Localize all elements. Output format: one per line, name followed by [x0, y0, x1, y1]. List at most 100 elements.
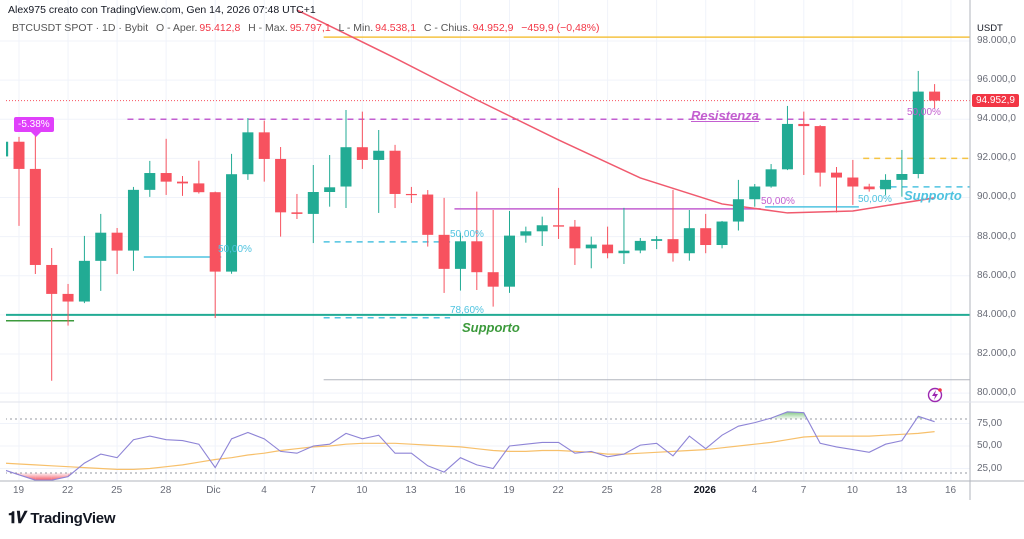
price-tick-label: 80.000,0: [977, 387, 1016, 399]
candle: [258, 120, 270, 182]
candle: [831, 166, 842, 213]
lightning-icon[interactable]: [927, 387, 943, 403]
candle: [144, 160, 156, 197]
candle-body: [324, 187, 336, 193]
time-tick-label: 2026: [693, 485, 716, 496]
candle-body: [749, 186, 761, 200]
candle: [356, 111, 368, 169]
candle: [781, 105, 793, 171]
candle: [78, 235, 90, 304]
candle: [880, 174, 892, 195]
time-tick-label: 22: [552, 485, 564, 496]
candle: [814, 125, 826, 187]
fib-label: 50,00%: [907, 107, 941, 118]
time-tick-label: 4: [261, 485, 267, 496]
candle-body: [307, 192, 319, 214]
candle: [454, 232, 466, 291]
last-price-label: 94.952,9: [972, 94, 1019, 107]
price-tick-label: 86.000,0: [977, 269, 1016, 281]
moving-average: [296, 9, 935, 214]
candle: [307, 165, 319, 244]
candle-body: [912, 91, 924, 175]
tradingview-logo[interactable]: 𝟏𝑽 TradingView: [8, 510, 115, 528]
candle-body: [422, 194, 434, 235]
candle-body: [144, 173, 156, 190]
candle: [291, 193, 303, 219]
candle-body: [127, 189, 139, 251]
rsi-ma-line: [6, 431, 935, 470]
candle: [111, 227, 123, 274]
candle: [340, 110, 352, 209]
candle: [242, 118, 254, 180]
rsi-zone-fill: [787, 411, 804, 419]
time-tick-label: 25: [601, 485, 613, 496]
candle-body: [487, 272, 499, 287]
candle: [504, 210, 515, 293]
logo-text: TradingView: [30, 510, 116, 527]
candle-body: [732, 199, 744, 222]
candle: [716, 220, 728, 249]
candle-body: [438, 234, 450, 269]
price-tick-label: 94.000,0: [977, 113, 1016, 125]
time-tick-label: 16: [454, 485, 466, 496]
rsi-pane: [6, 411, 970, 481]
candle-body: [356, 147, 368, 160]
candle-body: [340, 147, 352, 187]
symbol-info[interactable]: BTCUSDT SPOT · 1D · Bybit: [12, 22, 149, 34]
candle: [536, 216, 548, 246]
candle: [487, 209, 499, 307]
candle: [226, 153, 238, 274]
candle-body: [536, 225, 548, 232]
candle-body: [814, 126, 826, 173]
candle-body: [471, 241, 483, 273]
candle: [422, 190, 434, 247]
candle: [193, 160, 205, 194]
candle: [46, 247, 58, 381]
candle: [700, 213, 712, 254]
time-tick-label: 7: [800, 485, 807, 496]
candle-body: [798, 123, 810, 127]
price-tick-label: 98.000,0: [977, 35, 1016, 46]
candle-body: [160, 173, 172, 182]
resistance-label: Resistenza: [691, 108, 759, 123]
close-label: C - Chius.: [423, 22, 471, 34]
candle: [651, 236, 663, 250]
candle-body: [13, 141, 25, 169]
rsi-tick-label: 75,00: [977, 417, 1003, 429]
candle: [683, 209, 695, 261]
percent-change-tag: -5.38%: [14, 117, 54, 137]
candle: [29, 134, 41, 274]
candle-body: [896, 174, 908, 180]
time-tick-label: 22: [62, 485, 74, 496]
candle-body: [226, 174, 238, 272]
currency-label: USDT: [977, 23, 1003, 34]
candle-body: [716, 221, 728, 246]
candle: [749, 183, 761, 207]
candle-body: [700, 228, 712, 246]
candle: [798, 111, 810, 175]
drawn-levels: [6, 36, 970, 381]
candle-body: [765, 169, 777, 187]
candle-body: [585, 244, 597, 249]
candle-body: [634, 240, 646, 251]
support-label: Supporto: [462, 320, 520, 335]
open-value: 95.412,8: [199, 22, 241, 34]
time-tick-label: 28: [160, 485, 172, 496]
candle-body: [242, 132, 254, 175]
price-tick-label: 92.000,0: [977, 152, 1016, 164]
candle-body: [847, 177, 859, 187]
time-tick-label: 25: [111, 485, 123, 496]
time-tick-label: 19: [13, 485, 25, 496]
rsi-tick-label: 50,00: [977, 440, 1003, 451]
price-tick-label: 90.000,0: [977, 191, 1016, 203]
fib-label: 50,00%: [761, 196, 795, 207]
candle: [667, 189, 679, 262]
candle: [929, 84, 941, 109]
rsi-zone-fill: [51, 473, 69, 481]
candle: [6, 141, 9, 157]
candle-body: [569, 226, 581, 249]
time-tick-label: 16: [944, 485, 957, 496]
candle: [912, 70, 924, 179]
tradingview-logo-icon: 𝟏𝑽: [8, 510, 27, 527]
